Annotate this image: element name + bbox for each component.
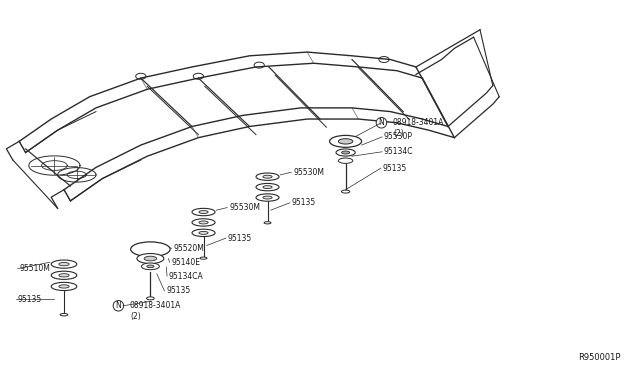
Ellipse shape: [144, 256, 157, 261]
Ellipse shape: [192, 208, 215, 216]
Ellipse shape: [336, 149, 355, 156]
Ellipse shape: [263, 175, 272, 178]
Text: (2): (2): [393, 129, 404, 138]
Ellipse shape: [256, 194, 279, 201]
Text: N: N: [379, 118, 384, 127]
Ellipse shape: [330, 135, 362, 147]
Ellipse shape: [342, 190, 350, 193]
Ellipse shape: [339, 158, 353, 163]
Ellipse shape: [263, 196, 272, 199]
Ellipse shape: [199, 211, 208, 214]
Ellipse shape: [200, 257, 207, 259]
Ellipse shape: [60, 314, 68, 316]
Text: 95135: 95135: [292, 198, 316, 207]
Text: 95134CA: 95134CA: [169, 272, 204, 280]
Ellipse shape: [59, 263, 69, 266]
Ellipse shape: [256, 183, 279, 191]
Text: 95135: 95135: [166, 286, 191, 295]
Ellipse shape: [192, 229, 215, 237]
Text: N: N: [116, 301, 121, 310]
Text: 08918-3401A: 08918-3401A: [393, 118, 444, 127]
Ellipse shape: [199, 221, 208, 224]
Text: (2): (2): [130, 312, 141, 321]
Ellipse shape: [147, 297, 154, 300]
Text: 95510M: 95510M: [20, 264, 51, 273]
Ellipse shape: [51, 282, 77, 291]
Circle shape: [254, 62, 264, 68]
Ellipse shape: [256, 173, 279, 180]
Ellipse shape: [264, 222, 271, 224]
Text: 95140E: 95140E: [172, 258, 200, 267]
Ellipse shape: [59, 274, 69, 277]
Text: R950001P: R950001P: [579, 353, 621, 362]
Circle shape: [379, 57, 389, 62]
Text: 95135: 95135: [383, 164, 407, 173]
Text: 08918-3401A: 08918-3401A: [130, 301, 181, 310]
Ellipse shape: [131, 242, 170, 257]
Text: 95134C: 95134C: [384, 147, 413, 156]
Ellipse shape: [51, 271, 77, 279]
Text: 95135: 95135: [18, 295, 42, 304]
Ellipse shape: [137, 254, 164, 263]
Ellipse shape: [59, 285, 69, 288]
Ellipse shape: [199, 231, 208, 234]
Ellipse shape: [342, 151, 349, 154]
Ellipse shape: [51, 260, 77, 268]
Circle shape: [136, 73, 146, 79]
Ellipse shape: [141, 263, 159, 270]
Text: 95530P: 95530P: [384, 132, 413, 141]
Ellipse shape: [263, 186, 272, 189]
Ellipse shape: [192, 219, 215, 226]
Text: 95530M: 95530M: [293, 168, 324, 177]
Circle shape: [193, 73, 204, 79]
Text: 95530M: 95530M: [229, 203, 260, 212]
Text: 95520M: 95520M: [173, 244, 204, 253]
Ellipse shape: [147, 265, 154, 268]
Text: 95135: 95135: [228, 234, 252, 243]
Ellipse shape: [339, 139, 353, 144]
